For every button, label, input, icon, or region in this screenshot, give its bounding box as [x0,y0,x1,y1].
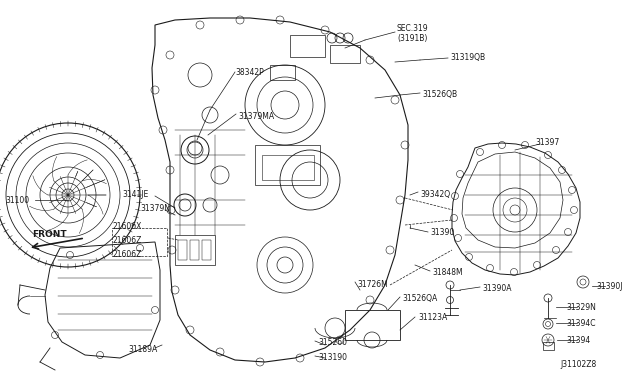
Text: 31379N: 31379N [140,204,170,213]
Bar [255,145,320,185]
Bar [290,35,325,57]
Text: 21606Z: 21606Z [112,250,141,259]
Text: 31394C: 31394C [566,319,595,328]
Text: 38342P: 38342P [235,68,264,77]
Bar [175,235,215,265]
Bar [330,45,360,63]
Text: FRONT: FRONT [32,230,67,239]
Bar [112,228,167,256]
Bar [345,310,400,340]
Text: 31390A: 31390A [482,284,511,293]
Bar [202,240,211,260]
Text: 31189A: 31189A [128,345,157,354]
Text: 313190: 313190 [318,353,347,362]
Text: J31102Z8: J31102Z8 [560,360,596,369]
Text: 31329N: 31329N [566,303,596,312]
Text: 31379MA: 31379MA [238,112,274,121]
Bar [190,240,199,260]
Text: 39342Q: 39342Q [420,190,450,199]
Text: 3141JE: 3141JE [122,190,148,199]
Text: SEC.319: SEC.319 [397,24,429,33]
Text: (3191B): (3191B) [397,34,428,43]
Bar [543,342,554,350]
Text: 31526QA: 31526QA [402,294,437,303]
Text: 31526QB: 31526QB [422,90,457,99]
Text: 31390J: 31390J [596,282,623,291]
Text: 31394: 31394 [566,336,590,345]
Text: 31123A: 31123A [418,313,447,322]
Bar [262,155,314,180]
Bar [270,65,295,80]
Text: 31726M: 31726M [357,280,388,289]
Text: 21606X: 21606X [112,222,141,231]
Text: 315260: 315260 [318,338,347,347]
Text: 31390: 31390 [430,228,454,237]
Text: 31319QB: 31319QB [450,53,485,62]
Text: 31100: 31100 [5,196,29,205]
Text: 21606Z: 21606Z [112,236,141,245]
Bar [178,240,187,260]
Text: 31397: 31397 [535,138,559,147]
Text: 31848M: 31848M [432,268,463,277]
